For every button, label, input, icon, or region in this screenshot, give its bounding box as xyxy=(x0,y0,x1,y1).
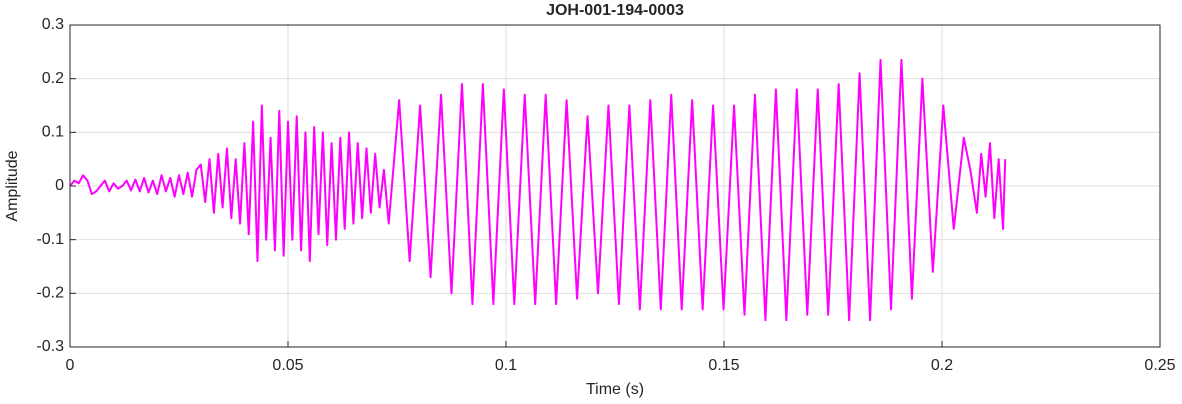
y-tick-label: 0.2 xyxy=(42,70,64,87)
y-axis-label: Amplitude xyxy=(4,150,21,221)
x-tick-label: 0 xyxy=(66,357,75,374)
y-tick-label: -0.2 xyxy=(36,285,64,302)
plot-frame xyxy=(69,24,1161,348)
x-tick-label: 0.2 xyxy=(931,357,953,374)
waveform-line xyxy=(69,58,1007,322)
x-tick-label: 0.1 xyxy=(495,357,517,374)
chart-title: JOH-001-194-0003 xyxy=(546,2,684,19)
y-tick-label: -0.3 xyxy=(36,338,64,355)
y-tick-label: 0 xyxy=(55,177,64,194)
y-tick-label: 0.3 xyxy=(42,16,64,33)
x-tick-label: 0.05 xyxy=(272,357,303,374)
x-tick-label: 0.15 xyxy=(708,357,739,374)
y-tick-label: -0.1 xyxy=(36,231,64,248)
x-axis-label: Time (s) xyxy=(586,381,644,398)
x-tick-label: 0.25 xyxy=(1144,357,1175,374)
y-tick-label: 0.1 xyxy=(42,124,64,141)
